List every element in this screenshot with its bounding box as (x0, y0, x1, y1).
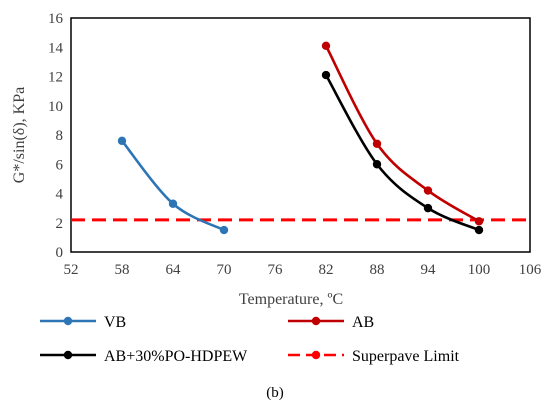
series-line-ab-30-po-hdpew (324, 74, 480, 232)
y-axis-title: G*/sin(δ), KPa (11, 87, 28, 183)
y-tick-label: 16 (48, 11, 64, 27)
data-point (321, 70, 331, 80)
series-layer (71, 41, 530, 235)
legend-marker (311, 316, 321, 326)
series-line-ab (324, 45, 480, 223)
data-point (474, 217, 484, 226)
data-point (372, 160, 382, 169)
legend-marker (311, 350, 321, 360)
data-point (372, 139, 382, 148)
y-tick-label: 8 (56, 128, 64, 144)
data-point (117, 136, 127, 146)
legend-label: AB (352, 314, 374, 331)
x-tick-label: 106 (519, 262, 542, 278)
y-tick-label: 6 (56, 157, 64, 173)
x-tick-label: 58 (115, 262, 130, 278)
legend-label: AB+30%PO-HDPEW (104, 348, 248, 365)
x-tick-label: 70 (217, 262, 232, 278)
y-tick-label: 14 (48, 40, 64, 56)
legend-marker (63, 316, 73, 326)
data-point (321, 41, 331, 50)
legend: VB AB AB+30%PO-HDPEW Superpave Limit (40, 314, 460, 365)
x-axis-title: Temperature, ºC (239, 291, 343, 308)
data-point (423, 186, 433, 195)
data-point (219, 225, 229, 235)
legend-label: Superpave Limit (352, 348, 460, 365)
data-point (474, 225, 484, 235)
legend-marker (63, 350, 73, 360)
x-tick-label: 76 (268, 262, 284, 278)
y-tick-label: 12 (48, 70, 63, 86)
x-tick-label: 88 (370, 262, 385, 278)
data-point (168, 199, 178, 208)
series-line-vb (120, 140, 225, 232)
y-axis-ticks: 0 2 4 6 8 10 12 14 16 (48, 11, 64, 261)
x-tick-label: 100 (468, 262, 491, 278)
legend-label: VB (104, 314, 126, 331)
figure-caption: (b) (266, 385, 284, 401)
y-tick-label: 10 (48, 99, 63, 115)
x-tick-label: 64 (166, 262, 182, 278)
plot-area (70, 17, 531, 253)
data-point (423, 203, 433, 213)
x-tick-label: 82 (319, 262, 334, 278)
plot-border (70, 17, 531, 253)
y-tick-label: 4 (56, 187, 64, 203)
x-axis-ticks: 52 58 64 70 76 82 88 94 100 106 (64, 262, 542, 278)
y-tick-label: 2 (56, 216, 64, 232)
x-tick-label: 52 (64, 262, 79, 278)
x-tick-label: 94 (421, 262, 437, 278)
y-tick-label: 0 (56, 245, 64, 261)
